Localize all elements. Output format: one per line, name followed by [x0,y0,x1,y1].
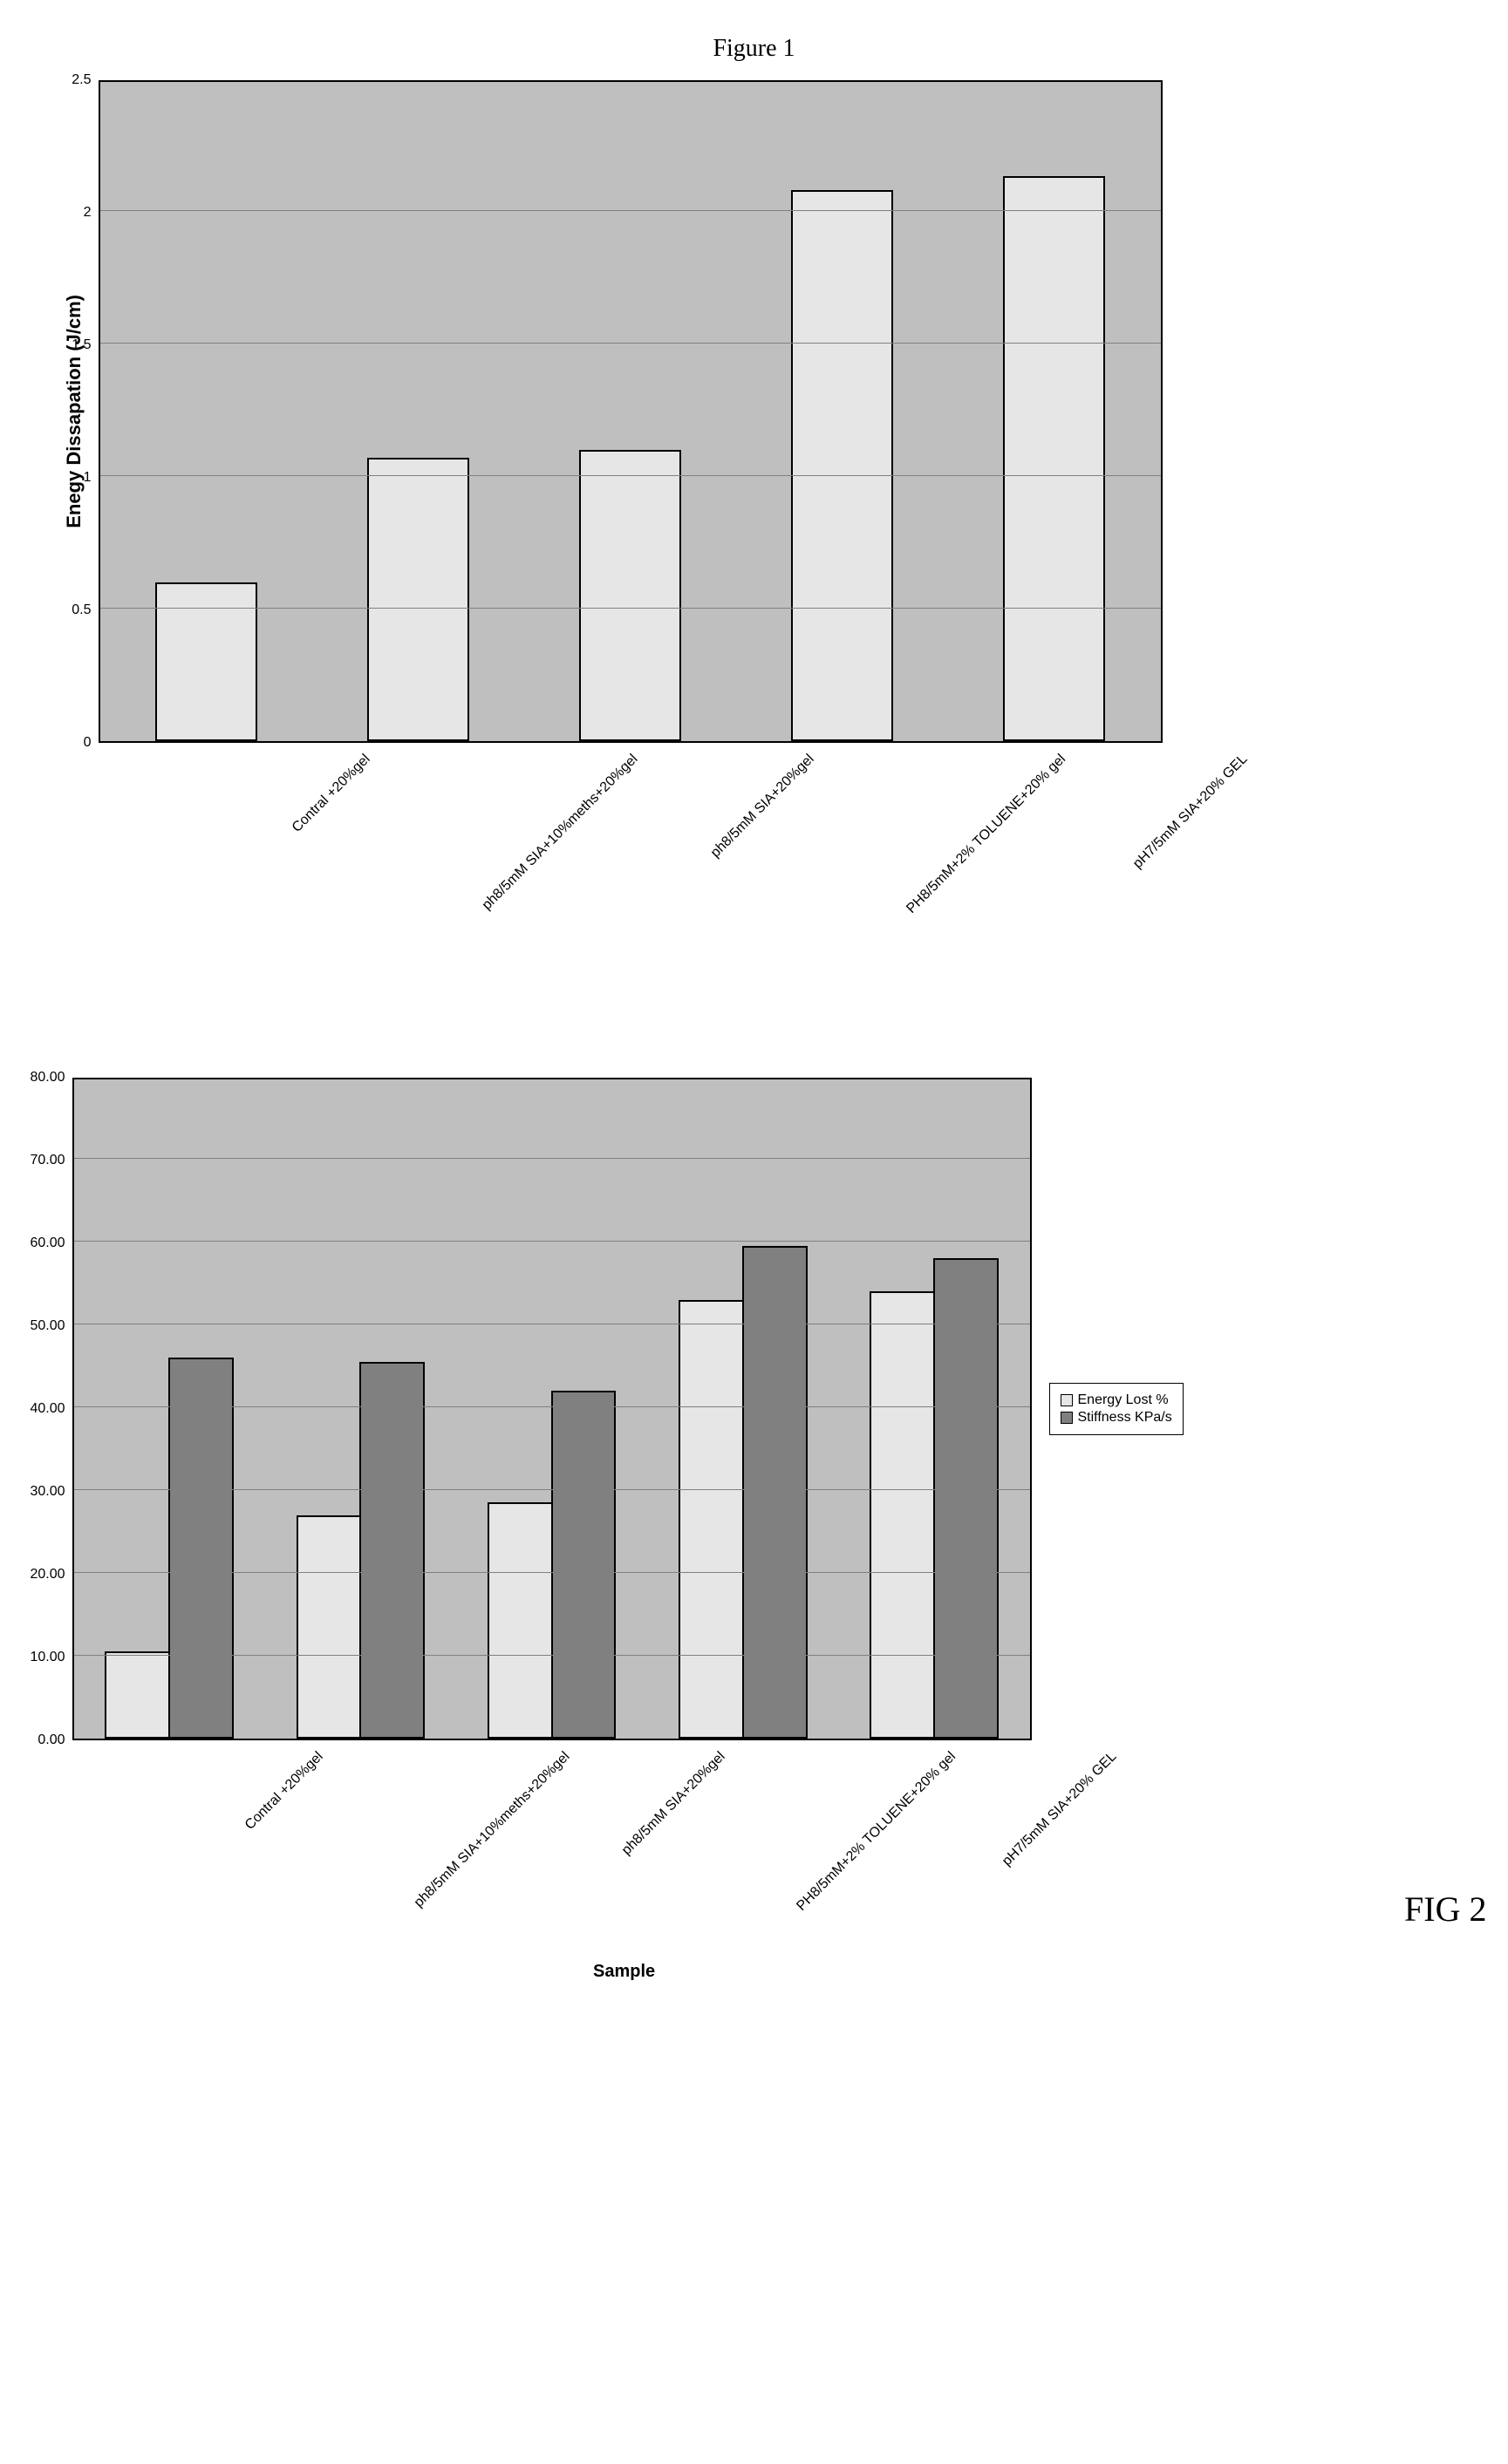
bar [297,1515,362,1739]
gridline [74,1241,1030,1242]
gridline [74,1158,1030,1159]
bar [1003,176,1105,741]
legend-item: Stiffness KPa/s [1061,1410,1172,1426]
gridline [100,608,1161,609]
figure1-xaxis: Contral +20%gelph8/5mM SIA+10%meths+20%g… [99,746,1163,973]
bar [168,1358,234,1739]
gridline [74,1489,1030,1490]
bar [488,1502,553,1739]
figure1-title: Figure 1 [57,35,1452,63]
figure2-label: FIG 2 [1404,1889,1486,1930]
xtick-label: pH7/5mM SIA+20% GEL [1130,752,1400,1021]
figure1-plot-area [99,80,1163,743]
figure2-chart: 80.0070.0060.0050.0040.0030.0020.0010.00… [57,1078,1452,1982]
legend-swatch [1061,1412,1073,1424]
bar [367,458,469,741]
bar [791,190,893,741]
legend-label: Energy Lost % [1078,1392,1169,1408]
gridline [74,1572,1030,1573]
bar [579,450,681,741]
figure2-plot-area [72,1078,1032,1740]
gridline [74,1406,1030,1407]
bar [870,1291,935,1739]
bar [359,1362,425,1739]
legend-swatch [1061,1394,1073,1406]
bar [551,1391,617,1739]
legend-item: Energy Lost % [1061,1392,1172,1408]
figure1-chart: Enegy Dissapation (J/cm) 2.521.510.50 Co… [57,80,1452,973]
bar [679,1300,744,1739]
gridline [100,210,1161,211]
gridline [100,343,1161,344]
bar [155,582,257,741]
bar [105,1651,170,1739]
bar [742,1246,808,1739]
figure1-ylabel: Enegy Dissapation (J/cm) [63,295,85,528]
bar [933,1258,999,1739]
gridline [100,475,1161,476]
gridline [74,1655,1030,1656]
figure2-xaxis: Contral +20%gelph8/5mM SIA+10%meths+20%g… [72,1744,1032,1971]
figure2-yaxis: 80.0070.0060.0050.0040.0030.0020.0010.00… [65,1078,72,1740]
legend-label: Stiffness KPa/s [1078,1410,1172,1426]
figure1-yaxis: 2.521.510.50 [92,80,99,743]
figure2-legend: Energy Lost % Stiffness KPa/s [1049,1383,1184,1435]
